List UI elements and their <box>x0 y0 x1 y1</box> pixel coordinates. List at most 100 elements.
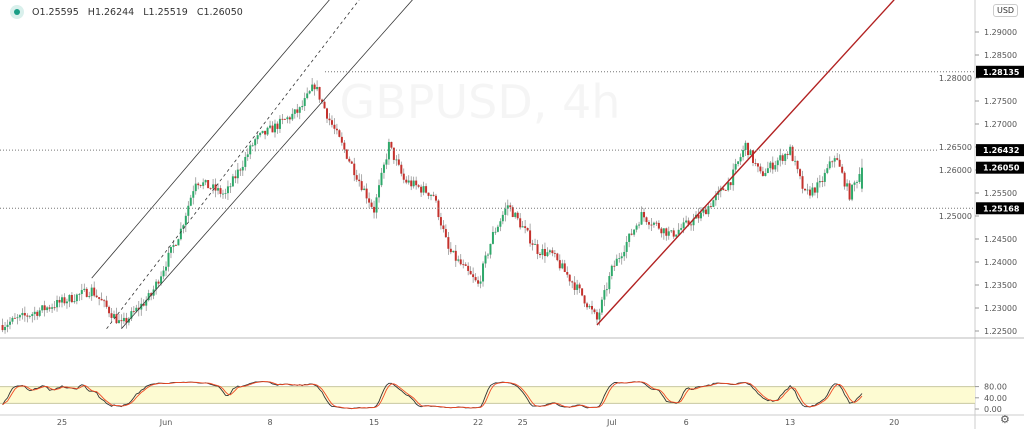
candle-body <box>212 184 215 189</box>
candle-body <box>816 182 819 193</box>
candle-body <box>326 108 329 119</box>
candle-body <box>779 155 782 161</box>
candle-body <box>754 162 757 164</box>
candle-body <box>321 99 324 102</box>
candle-body <box>125 317 128 323</box>
candle-body <box>259 132 262 136</box>
candle-body <box>31 314 34 317</box>
candle-body <box>442 225 445 230</box>
candle-body <box>135 307 138 312</box>
candle-body <box>179 228 182 240</box>
candle-body <box>204 180 207 183</box>
candle-body <box>335 128 338 131</box>
candle-body <box>345 149 348 159</box>
price-label: 1.26050 <box>983 164 1020 173</box>
candle-body <box>739 157 742 162</box>
candle-body <box>618 258 621 259</box>
candle-body <box>316 86 319 90</box>
candle-body <box>236 169 239 179</box>
price-label-bg <box>976 202 1024 215</box>
candle-body <box>100 298 103 301</box>
gear-icon[interactable]: ⚙ <box>1000 413 1010 426</box>
candle-body <box>799 169 802 177</box>
price-tick-label-bg <box>938 211 973 221</box>
candle-body <box>261 130 264 133</box>
time-tick-label: 25 <box>57 418 67 427</box>
candle-body <box>776 160 779 166</box>
candle-body <box>221 193 224 195</box>
candle-body <box>303 98 306 106</box>
candle-body <box>434 195 437 201</box>
candle-body <box>405 179 408 183</box>
candle-body <box>598 312 601 320</box>
candle-body <box>378 185 381 198</box>
candle-body <box>593 309 596 313</box>
candle-body <box>486 254 489 256</box>
candle-body <box>729 182 732 186</box>
candle-body <box>219 188 222 194</box>
candle-body <box>449 248 452 253</box>
candle-body <box>197 183 200 186</box>
candle-body <box>573 282 576 290</box>
candle-body <box>714 194 717 201</box>
candle-body <box>13 317 16 319</box>
candle-body <box>667 231 670 236</box>
candle-body <box>207 180 210 189</box>
candle-body <box>340 136 343 143</box>
candle-body <box>472 274 475 278</box>
channel-middle-line <box>106 0 360 329</box>
candle-body <box>781 155 784 161</box>
candle-body <box>417 185 420 187</box>
candle-body <box>132 311 135 312</box>
candle-body <box>93 287 96 296</box>
candle-body <box>568 274 571 282</box>
candle-body <box>836 158 839 160</box>
candle-body <box>519 218 522 228</box>
candle-body <box>306 93 309 99</box>
time-tick-label: 22 <box>473 418 483 427</box>
candle-body <box>546 252 549 257</box>
price-tick-label: 1.26000 <box>939 166 972 175</box>
currency-button[interactable]: USD <box>993 4 1019 17</box>
price-tick-label: 1.25500 <box>984 189 1017 198</box>
candle-body <box>672 230 675 237</box>
candle-body <box>382 164 385 173</box>
candle-body <box>556 253 559 261</box>
channel-upper-line <box>91 0 330 279</box>
candle-body <box>794 160 797 162</box>
time-tick-label: 25 <box>518 418 528 427</box>
osc-tick-label: 0.00 <box>984 405 1002 414</box>
candle-body <box>333 124 336 129</box>
candle-body <box>214 184 217 191</box>
candle-body <box>581 288 584 296</box>
candle-body <box>68 294 71 302</box>
candle-body <box>652 222 655 225</box>
candle-body <box>117 320 120 324</box>
candle-body <box>172 245 175 247</box>
candle-body <box>224 193 227 194</box>
candle-body <box>18 315 21 318</box>
candle-body <box>41 305 44 311</box>
candle-body <box>298 107 301 113</box>
candle-body <box>353 163 356 176</box>
candle-body <box>526 227 529 231</box>
candle-body <box>553 253 556 254</box>
candle-body <box>194 183 197 192</box>
candle-body <box>452 250 455 253</box>
candle-body <box>402 173 405 180</box>
candle-body <box>318 86 321 100</box>
candle-body <box>313 84 316 90</box>
candle-body <box>412 180 415 187</box>
candle-body <box>231 176 234 187</box>
candle-body <box>662 228 665 234</box>
candle-body <box>806 189 809 191</box>
candle-body <box>756 163 759 167</box>
candle-body <box>88 296 91 297</box>
candle-body <box>675 234 678 237</box>
candle-body <box>764 173 767 176</box>
candle-body <box>811 187 814 196</box>
candle-body <box>427 192 430 196</box>
candle-body <box>541 248 544 256</box>
price-tick-label: 1.27500 <box>984 97 1017 106</box>
